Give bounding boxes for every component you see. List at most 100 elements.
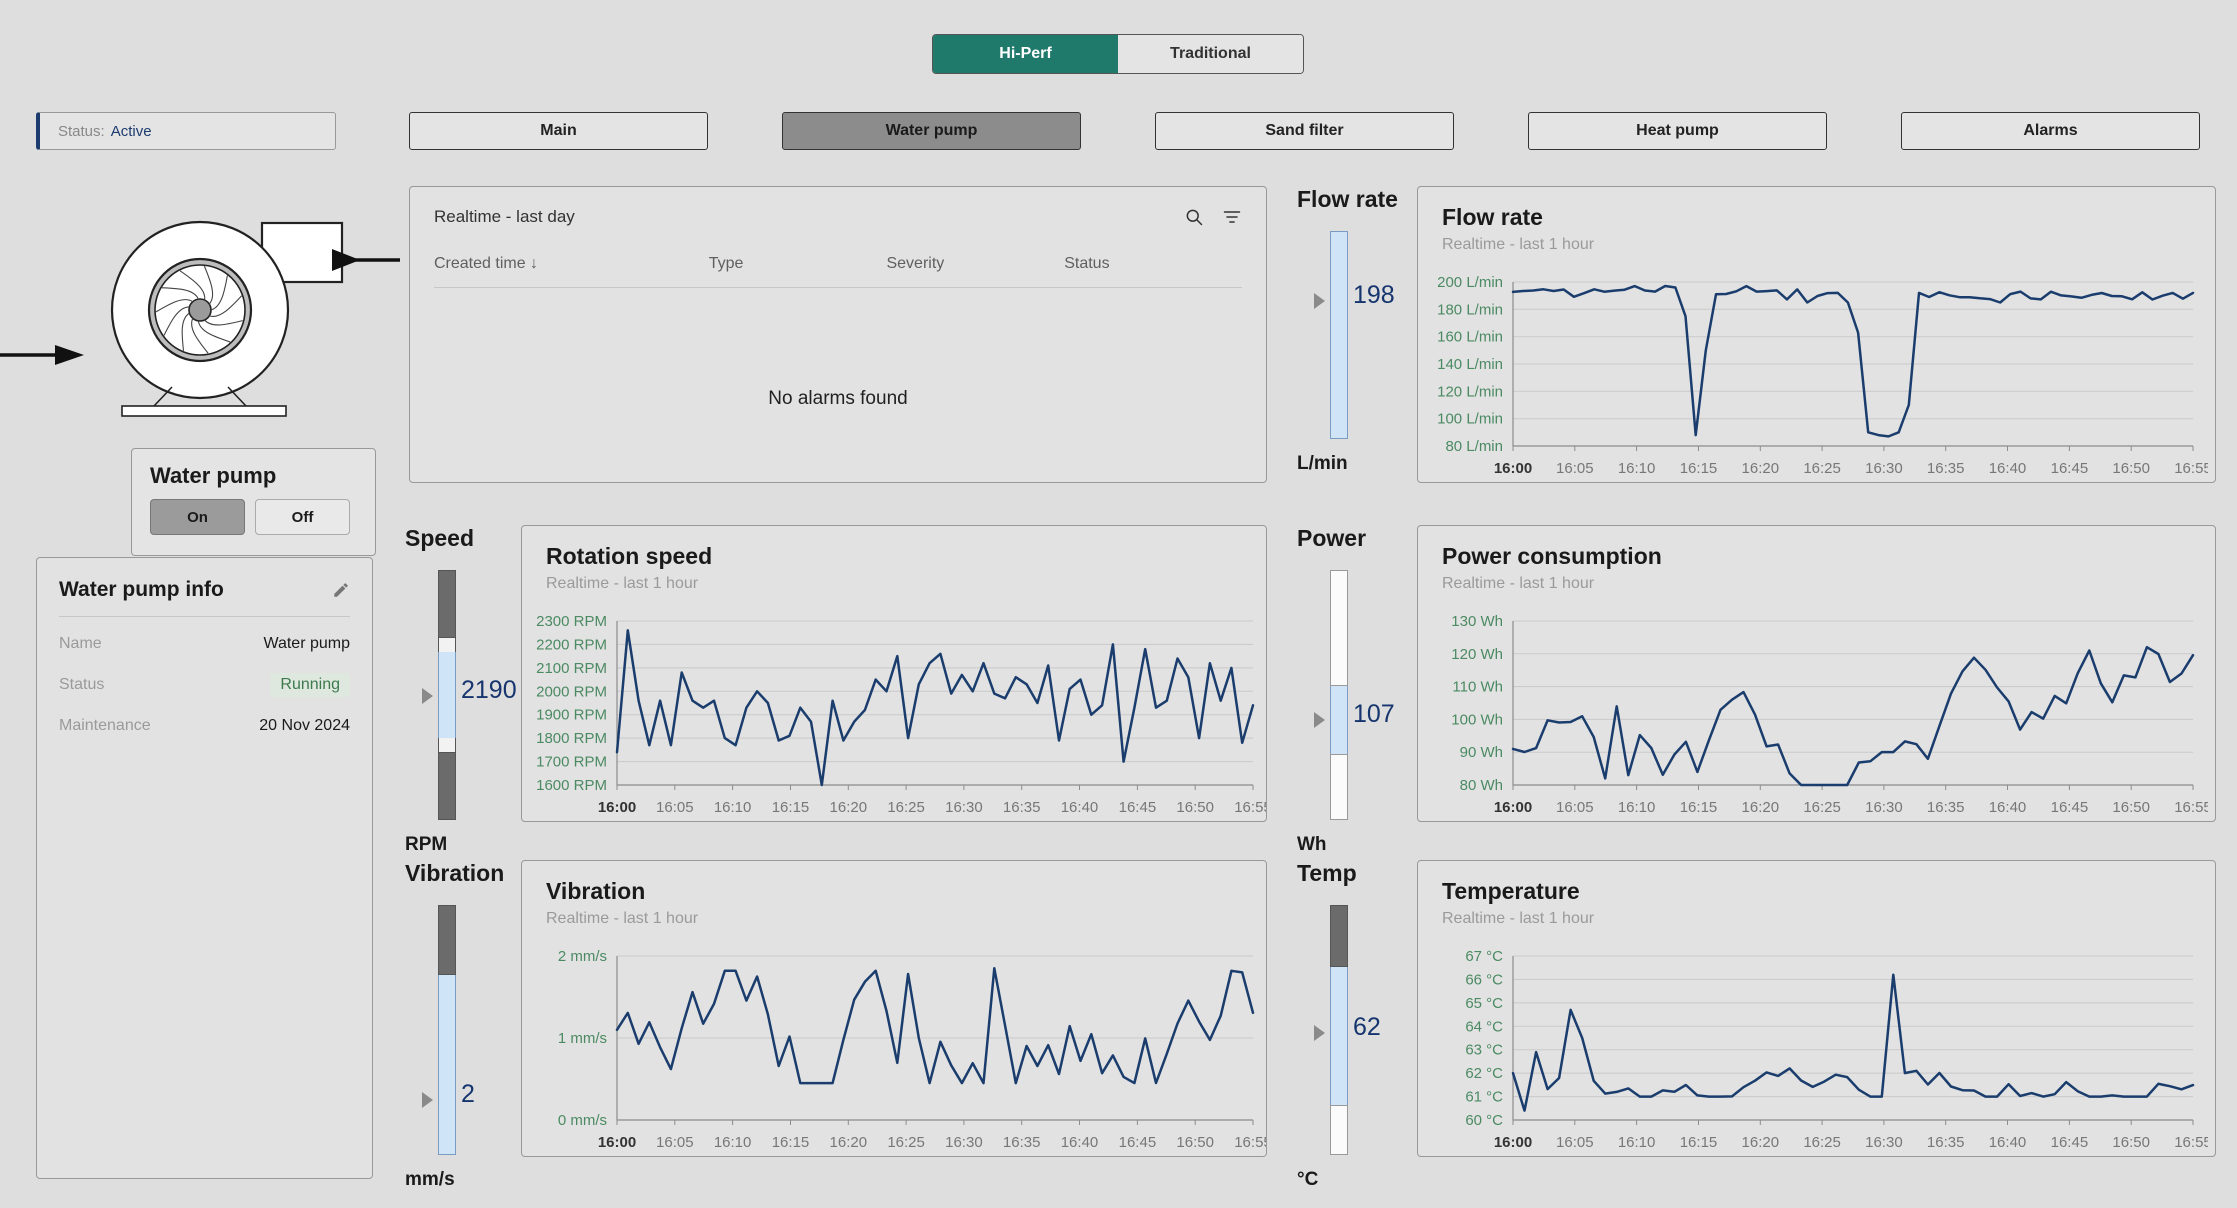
svg-text:16:20: 16:20: [830, 799, 868, 816]
svg-text:200 L/min: 200 L/min: [1437, 274, 1503, 291]
svg-text:2 mm/s: 2 mm/s: [558, 948, 607, 965]
svg-text:1800 RPM: 1800 RPM: [536, 730, 607, 747]
svg-text:16:05: 16:05: [1556, 1134, 1594, 1151]
svg-text:Vibration: Vibration: [546, 878, 645, 904]
svg-text:16:40: 16:40: [1989, 1134, 2027, 1151]
svg-text:16:05: 16:05: [656, 1134, 694, 1151]
svg-text:60 °C: 60 °C: [1465, 1112, 1503, 1129]
svg-text:16:30: 16:30: [1865, 799, 1903, 816]
svg-text:120 Wh: 120 Wh: [1451, 646, 1503, 663]
svg-text:16:55: 16:55: [1234, 799, 1267, 816]
svg-text:16:20: 16:20: [1742, 460, 1780, 477]
svg-text:61 °C: 61 °C: [1465, 1089, 1503, 1106]
svg-text:160 L/min: 160 L/min: [1437, 329, 1503, 346]
svg-text:Realtime - last 1 hour: Realtime - last 1 hour: [1442, 910, 1595, 927]
svg-text:16:00: 16:00: [1494, 1134, 1532, 1151]
svg-text:1700 RPM: 1700 RPM: [536, 754, 607, 771]
svg-text:Realtime - last 1 hour: Realtime - last 1 hour: [546, 575, 699, 592]
svg-text:16:40: 16:40: [1989, 460, 2027, 477]
svg-text:100 Wh: 100 Wh: [1451, 711, 1503, 728]
svg-text:16:20: 16:20: [1742, 799, 1780, 816]
svg-text:16:15: 16:15: [1680, 1134, 1718, 1151]
svg-text:Rotation speed: Rotation speed: [546, 543, 712, 569]
svg-text:16:40: 16:40: [1989, 799, 2027, 816]
svg-text:2000 RPM: 2000 RPM: [536, 683, 607, 700]
svg-text:16:30: 16:30: [1865, 1134, 1903, 1151]
svg-text:62 °C: 62 °C: [1465, 1065, 1503, 1082]
svg-text:16:50: 16:50: [1176, 799, 1214, 816]
svg-text:Realtime - last 1 hour: Realtime - last 1 hour: [1442, 575, 1595, 592]
svg-text:1600 RPM: 1600 RPM: [536, 777, 607, 794]
svg-text:100 L/min: 100 L/min: [1437, 411, 1503, 428]
svg-text:80 L/min: 80 L/min: [1445, 438, 1503, 455]
svg-text:16:55: 16:55: [2174, 1134, 2208, 1151]
svg-text:16:05: 16:05: [656, 799, 694, 816]
svg-text:Power consumption: Power consumption: [1442, 543, 1662, 569]
svg-text:2200 RPM: 2200 RPM: [536, 636, 607, 653]
svg-text:0 mm/s: 0 mm/s: [558, 1112, 607, 1129]
svg-text:16:25: 16:25: [887, 799, 925, 816]
svg-text:63 °C: 63 °C: [1465, 1042, 1503, 1059]
svg-text:16:00: 16:00: [1494, 460, 1532, 477]
svg-text:16:25: 16:25: [887, 1134, 925, 1151]
svg-text:16:55: 16:55: [2174, 460, 2208, 477]
svg-text:16:50: 16:50: [1176, 1134, 1214, 1151]
svg-text:90 Wh: 90 Wh: [1460, 744, 1503, 761]
svg-text:16:55: 16:55: [2174, 799, 2208, 816]
svg-text:16:10: 16:10: [714, 799, 752, 816]
svg-text:16:10: 16:10: [714, 1134, 752, 1151]
svg-text:16:15: 16:15: [1680, 799, 1718, 816]
svg-text:16:20: 16:20: [830, 1134, 868, 1151]
svg-text:16:30: 16:30: [1865, 460, 1903, 477]
svg-text:16:30: 16:30: [945, 799, 983, 816]
svg-text:16:45: 16:45: [1119, 1134, 1157, 1151]
svg-text:16:45: 16:45: [1119, 799, 1157, 816]
svg-text:16:50: 16:50: [2112, 1134, 2150, 1151]
svg-text:16:10: 16:10: [1618, 460, 1656, 477]
svg-text:16:00: 16:00: [598, 799, 636, 816]
svg-text:Temperature: Temperature: [1442, 878, 1580, 904]
svg-text:Realtime - last 1 hour: Realtime - last 1 hour: [1442, 236, 1595, 253]
svg-text:2300 RPM: 2300 RPM: [536, 613, 607, 630]
svg-text:16:35: 16:35: [1003, 1134, 1041, 1151]
svg-text:16:40: 16:40: [1061, 1134, 1099, 1151]
svg-text:140 L/min: 140 L/min: [1437, 356, 1503, 373]
svg-text:16:15: 16:15: [1680, 460, 1718, 477]
svg-text:Realtime - last 1 hour: Realtime - last 1 hour: [546, 910, 699, 927]
svg-text:180 L/min: 180 L/min: [1437, 301, 1503, 318]
svg-text:16:00: 16:00: [1494, 799, 1532, 816]
svg-text:16:50: 16:50: [2112, 799, 2150, 816]
svg-text:16:50: 16:50: [2112, 460, 2150, 477]
svg-text:16:05: 16:05: [1556, 460, 1594, 477]
svg-text:16:15: 16:15: [772, 799, 810, 816]
svg-text:16:25: 16:25: [1803, 1134, 1841, 1151]
svg-text:2100 RPM: 2100 RPM: [536, 660, 607, 677]
svg-text:110 Wh: 110 Wh: [1452, 679, 1503, 696]
svg-text:16:25: 16:25: [1803, 799, 1841, 816]
svg-text:80 Wh: 80 Wh: [1460, 777, 1503, 794]
svg-text:16:45: 16:45: [2051, 1134, 2089, 1151]
svg-text:16:55: 16:55: [1234, 1134, 1267, 1151]
svg-text:16:40: 16:40: [1061, 799, 1099, 816]
svg-text:Flow rate: Flow rate: [1442, 204, 1543, 230]
svg-text:16:15: 16:15: [772, 1134, 810, 1151]
svg-text:16:10: 16:10: [1618, 799, 1656, 816]
svg-text:16:25: 16:25: [1803, 460, 1841, 477]
svg-text:16:10: 16:10: [1618, 1134, 1656, 1151]
svg-text:66 °C: 66 °C: [1465, 971, 1503, 988]
svg-text:65 °C: 65 °C: [1465, 995, 1503, 1012]
svg-text:64 °C: 64 °C: [1465, 1018, 1503, 1035]
svg-text:16:30: 16:30: [945, 1134, 983, 1151]
svg-text:16:20: 16:20: [1742, 1134, 1780, 1151]
svg-text:120 L/min: 120 L/min: [1437, 383, 1503, 400]
svg-text:1 mm/s: 1 mm/s: [558, 1030, 607, 1047]
svg-text:16:35: 16:35: [1003, 799, 1041, 816]
svg-text:16:35: 16:35: [1927, 1134, 1965, 1151]
svg-text:130 Wh: 130 Wh: [1451, 613, 1503, 630]
svg-text:1900 RPM: 1900 RPM: [536, 707, 607, 724]
svg-text:16:35: 16:35: [1927, 799, 1965, 816]
svg-text:16:45: 16:45: [2051, 799, 2089, 816]
svg-text:16:00: 16:00: [598, 1134, 636, 1151]
svg-text:16:35: 16:35: [1927, 460, 1965, 477]
svg-text:16:05: 16:05: [1556, 799, 1594, 816]
